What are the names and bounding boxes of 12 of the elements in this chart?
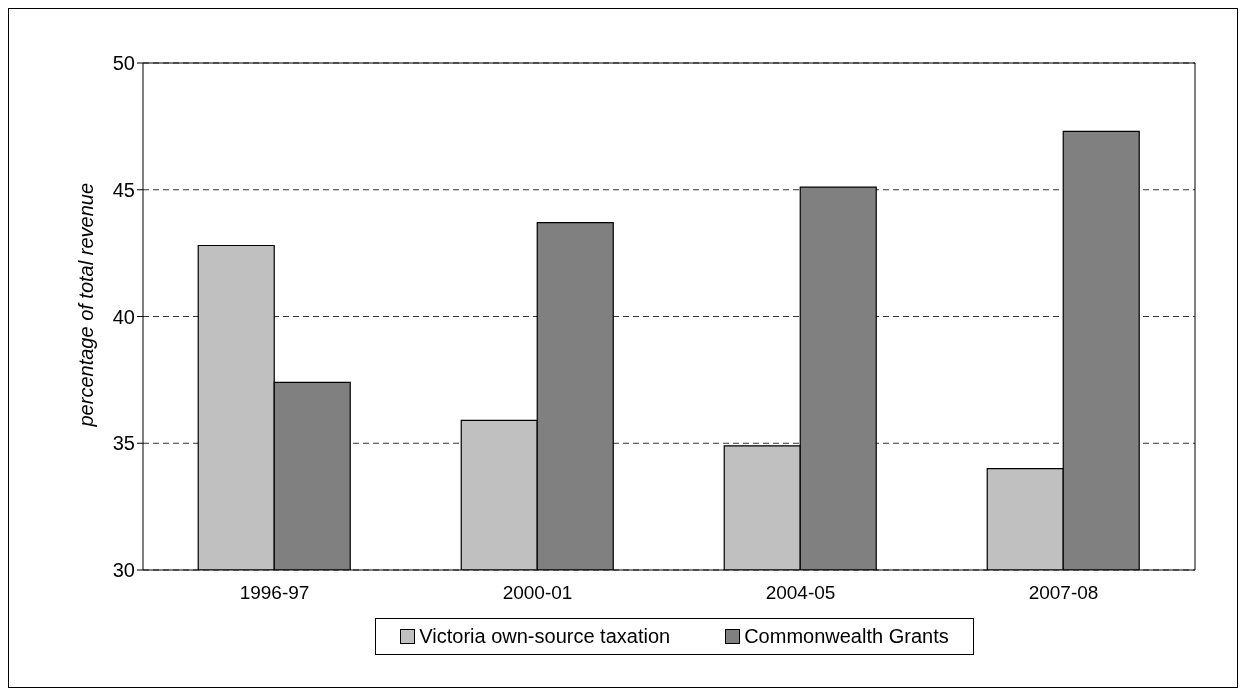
y-tick-label: 45 — [112, 178, 135, 201]
legend-label: Commonwealth Grants — [743, 625, 949, 647]
y-axis-title: percentage of total revenue — [75, 182, 98, 428]
x-tick-label: 2004-05 — [765, 582, 836, 604]
y-tick-label: 30 — [112, 559, 135, 582]
x-tick-label: 1996-97 — [239, 582, 310, 604]
y-tick-label: 35 — [112, 432, 135, 455]
x-tick-label: 2000-01 — [502, 582, 573, 604]
legend-label: Victoria own-source taxation — [418, 625, 671, 647]
x-tick-label: 2007-08 — [1028, 582, 1099, 604]
y-tick-label: 40 — [112, 305, 135, 328]
y-tick-label: 50 — [112, 52, 135, 75]
